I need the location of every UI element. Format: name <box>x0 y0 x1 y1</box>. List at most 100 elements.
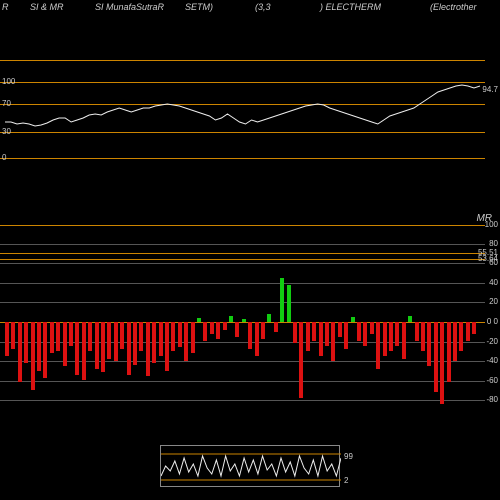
histogram-bar <box>152 322 156 363</box>
histogram-bar <box>165 322 169 371</box>
histogram-bar <box>159 322 163 356</box>
axis-label: 60 <box>489 258 498 267</box>
histogram-bar <box>325 322 329 346</box>
histogram-bar <box>287 285 291 322</box>
histogram-bar <box>171 322 175 351</box>
histogram-bar <box>82 322 86 380</box>
histogram-bar <box>402 322 406 359</box>
histogram-bar <box>216 322 220 339</box>
gridline <box>0 253 485 254</box>
axis-label: -40 <box>486 356 498 365</box>
gridline <box>0 283 485 284</box>
histogram-bar <box>127 322 131 375</box>
axis-label: 40 <box>489 278 498 287</box>
header-text: (3,3 <box>255 2 271 12</box>
histogram-bar <box>453 322 457 361</box>
histogram-bar <box>344 322 348 349</box>
histogram-bar <box>43 322 47 378</box>
gridline <box>0 244 485 245</box>
histogram-bar <box>88 322 92 351</box>
histogram-bar <box>363 322 367 346</box>
histogram-bar <box>447 322 451 382</box>
thumb-label: 99 <box>344 452 353 461</box>
histogram-bar <box>376 322 380 369</box>
axis-label: -60 <box>486 376 498 385</box>
histogram-bar <box>312 322 316 341</box>
histogram-bar <box>248 322 252 349</box>
histogram-bar <box>11 322 15 349</box>
histogram-bar <box>178 322 182 347</box>
histogram-bar <box>331 322 335 361</box>
histogram-bar <box>459 322 463 351</box>
axis-label: -20 <box>486 337 498 346</box>
mr-panel: MR1008055.5153.646040200 0-20-40-60-80 <box>0 205 500 400</box>
histogram-bar <box>191 322 195 353</box>
histogram-bar <box>274 322 278 332</box>
histogram-bar <box>5 322 9 356</box>
histogram-bar <box>223 322 227 330</box>
rsi-panel: 1007030094.7 <box>0 60 500 170</box>
histogram-bar <box>37 322 41 371</box>
histogram-bar <box>427 322 431 366</box>
histogram-bar <box>63 322 67 366</box>
gridline <box>0 263 485 264</box>
histogram-bar <box>370 322 374 334</box>
gridline <box>0 361 485 362</box>
histogram-bar <box>357 322 361 341</box>
histogram-bar <box>50 322 54 353</box>
histogram-bar <box>139 322 143 351</box>
axis-label: 80 <box>489 239 498 248</box>
gridline <box>0 259 485 260</box>
histogram-bar <box>242 319 246 322</box>
histogram-bar <box>293 322 297 343</box>
histogram-bar <box>389 322 393 351</box>
header-text: SETM) <box>185 2 213 12</box>
histogram-bar <box>472 322 476 334</box>
header-text: ) ELECTHERM <box>320 2 381 12</box>
histogram-bar <box>421 322 425 351</box>
histogram-bar <box>440 322 444 404</box>
histogram-bar <box>210 322 214 334</box>
header-text: SI & MR <box>30 2 64 12</box>
gridline <box>0 302 485 303</box>
thumb-label: 2 <box>344 476 348 485</box>
histogram-bar <box>434 322 438 392</box>
histogram-bar <box>18 322 22 382</box>
histogram-bar <box>203 322 207 341</box>
histogram-bar <box>383 322 387 356</box>
histogram-bar <box>408 316 412 322</box>
histogram-bar <box>101 322 105 372</box>
histogram-bar <box>146 322 150 376</box>
gridline <box>0 400 485 401</box>
axis-label: 100 <box>485 220 498 229</box>
histogram-bar <box>299 322 303 398</box>
histogram-bar <box>133 322 137 365</box>
histogram-bar <box>229 316 233 322</box>
histogram-bar <box>261 322 265 339</box>
histogram-bar <box>319 322 323 356</box>
histogram-bar <box>31 322 35 390</box>
histogram-bar <box>415 322 419 341</box>
histogram-bar <box>114 322 118 361</box>
axis-label: 0 0 <box>487 317 498 326</box>
rsi-line-chart <box>0 60 500 170</box>
histogram-bar <box>95 322 99 369</box>
histogram-bar <box>395 322 399 346</box>
axis-label: -80 <box>486 395 498 404</box>
histogram-bar <box>235 322 239 337</box>
chart-header: RSI & MRSI MunafaSutraRSETM)(3,3) ELECTH… <box>0 2 500 16</box>
histogram-bar <box>280 278 284 322</box>
histogram-bar <box>24 322 28 363</box>
histogram-bar <box>56 322 60 351</box>
gridline <box>0 225 485 226</box>
histogram-bar <box>75 322 79 375</box>
header-text: SI MunafaSutraR <box>95 2 164 12</box>
histogram-bar <box>197 318 201 322</box>
header-text: (Electrother <box>430 2 477 12</box>
histogram-bar <box>338 322 342 337</box>
histogram-bar <box>351 317 355 322</box>
histogram-bar <box>120 322 124 349</box>
thumbnail-panel: 992 <box>160 445 340 487</box>
axis-label: 20 <box>489 297 498 306</box>
histogram-bar <box>255 322 259 356</box>
